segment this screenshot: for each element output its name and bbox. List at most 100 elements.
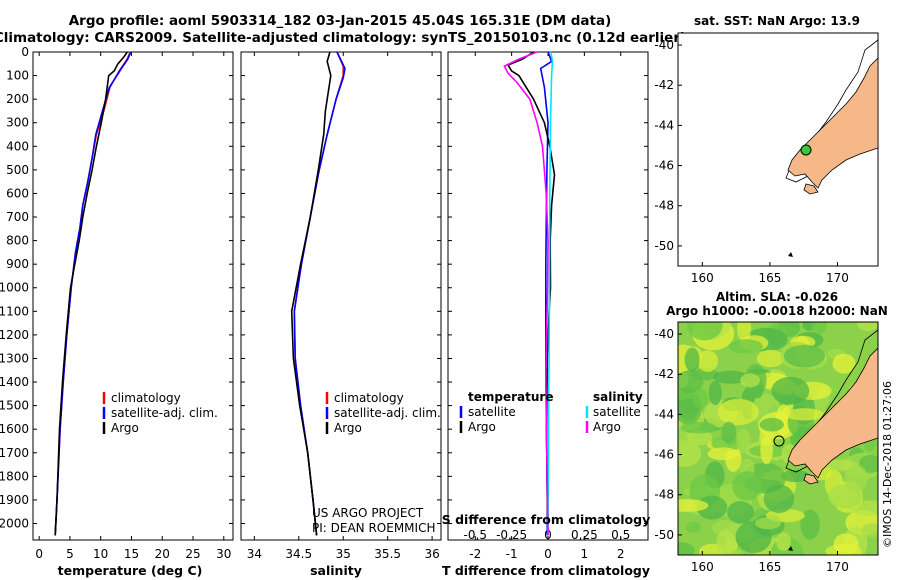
sst-map-profile-marker	[800, 144, 812, 156]
sla-field	[678, 322, 878, 555]
map-lon-tick-label: 165	[758, 560, 781, 574]
sla-map-frame	[677, 321, 879, 556]
t-satellite-adj-clim--line	[54, 51, 132, 536]
d-s-satellite-line	[547, 51, 554, 536]
sla-field-patch	[730, 549, 744, 555]
legend-title-salinity: salinity	[593, 390, 643, 404]
legend-satellite: satellite-adj. clim.	[111, 406, 218, 420]
sla-field-patch	[861, 523, 878, 538]
legend-climatology: climatology	[334, 391, 404, 405]
x-tick-label: 15	[124, 547, 139, 561]
salinity-legend: climatology satellite-adj. clim. Argo	[325, 391, 441, 435]
sla-field-patch	[759, 417, 784, 432]
t-argo-line	[54, 51, 128, 536]
s-argo-line	[290, 51, 332, 536]
x-tick-label: 25	[185, 547, 200, 561]
sst-map-island	[788, 252, 793, 257]
pressure-tick-label: 600	[6, 186, 29, 200]
sla-field-patch	[735, 520, 772, 554]
legend-s-satellite: satellite	[593, 405, 641, 419]
d-t-argo-line	[506, 51, 556, 536]
sla-map-land	[787, 347, 878, 479]
temperature-legend: climatology satellite-adj. clim. Argo	[102, 391, 218, 435]
map-lon-tick-label: 170	[826, 560, 849, 574]
temperature-axis-ticks: 0 5 10 15 20 25 30	[35, 52, 231, 561]
map-lat-tick-label: -40	[654, 38, 674, 52]
map-bottom-title-line1: Altim. SLA: -0.026	[716, 290, 838, 304]
x-tick-label: 5	[66, 547, 74, 561]
difference-legend-salinity: salinity satellite Argo	[585, 390, 643, 434]
sst-map-land	[787, 57, 879, 189]
pressure-tick-label: 300	[6, 116, 29, 130]
x-tick-label: -2	[469, 547, 481, 561]
sla-field-patch	[756, 349, 785, 368]
sla-field-patch	[680, 421, 717, 434]
sla-field-patch	[721, 421, 737, 444]
t-climatology-line	[54, 51, 131, 536]
x-tick-label: 0	[35, 547, 43, 561]
map-lat-tick-label: -44	[654, 118, 674, 132]
s-diff-tick-label: 0,25	[571, 528, 598, 542]
pressure-axis-ticks: 0 100 200 300 400 500 600 700 800 900 1000 1100 1200…	[0, 45, 648, 530]
difference-legend-temperature: temperature satellite Argo	[459, 390, 553, 434]
sla-field-patch	[708, 380, 722, 405]
map-lat-tick-label: -50	[654, 239, 674, 253]
legend-argo: Argo	[111, 421, 139, 435]
imos-timestamp-watermark: ©IMOS 14-Dec-2018 01:27:06	[881, 381, 894, 548]
pressure-tick-label: 800	[6, 234, 29, 248]
pressure-tick-label: 1700	[0, 446, 29, 460]
pressure-tick-label: 1200	[0, 328, 29, 342]
sla-map-profile-marker	[773, 435, 785, 447]
figure-title-line2: Climatology: CARS2009. Satellite-adjuste…	[0, 30, 686, 46]
t-difference-axis-label: T difference from climatology	[442, 563, 650, 578]
credit-line-1: US ARGO PROJECT	[312, 506, 424, 520]
map-lon-tick-label: 160	[691, 560, 714, 574]
map-lat-tick-label: -48	[654, 488, 674, 502]
sla-field-patch	[678, 542, 695, 555]
sla-field-patch	[800, 509, 820, 540]
map-lat-tick-label: -46	[654, 159, 674, 173]
legend-t-satellite: satellite	[468, 405, 516, 419]
x-tick-label: 34	[247, 547, 262, 561]
x-tick-label: 30	[216, 547, 231, 561]
sla-field-patch	[740, 373, 760, 388]
sla-field-patch	[716, 529, 736, 555]
pressure-tick-label: 1400	[0, 375, 29, 389]
s-satellite-adj-clim--line	[293, 51, 346, 536]
s-diff-tick-label: -0,25	[496, 528, 527, 542]
x-tick-label: 35.5	[374, 547, 401, 561]
salinity-series	[290, 51, 346, 536]
x-tick-label: 20	[155, 547, 170, 561]
sla-field-patch	[697, 350, 719, 372]
pressure-tick-label: 1800	[0, 469, 29, 483]
s-difference-axis-label: S difference from climatology	[442, 512, 651, 527]
map-lat-tick-label: -40	[654, 327, 674, 341]
pressure-tick-label: 400	[6, 139, 29, 153]
sla-map	[677, 321, 879, 556]
pressure-tick-label: 700	[6, 210, 29, 224]
x-tick-label: 34.5	[285, 547, 312, 561]
x-tick-label: 36	[424, 547, 439, 561]
sla-field-patch	[763, 484, 795, 513]
map-lat-tick-label: -46	[654, 448, 674, 462]
pressure-tick-label: 0	[21, 45, 29, 59]
sla-field-patch	[732, 471, 762, 501]
sst-map-ticks: 160 165 170 -40 -42 -44 -46 -48 -50	[654, 38, 849, 285]
temperature-panel-frame	[32, 51, 234, 541]
pressure-tick-label: 900	[6, 257, 29, 271]
map-lat-tick-label: -44	[654, 407, 674, 421]
figure-title-line1: Argo profile: aoml 5903314_182 03-Jan-20…	[69, 13, 612, 29]
x-tick-label: 1	[581, 547, 589, 561]
map-lon-tick-label: 165	[758, 271, 781, 285]
sla-field-patch	[776, 532, 791, 551]
salinity-axis-ticks: 34 34.5 35 35.5 36	[247, 52, 440, 561]
sla-field-patch	[692, 388, 709, 409]
sla-field-patch	[760, 435, 773, 465]
legend-t-argo: Argo	[468, 420, 496, 434]
sla-map-ticks: 160 165 170 -40 -42 -44 -46 -48 -50	[654, 327, 849, 574]
sla-field-patch	[781, 469, 810, 483]
sla-field-patch	[684, 347, 700, 372]
difference-series	[503, 51, 556, 536]
legend-s-argo: Argo	[593, 420, 621, 434]
